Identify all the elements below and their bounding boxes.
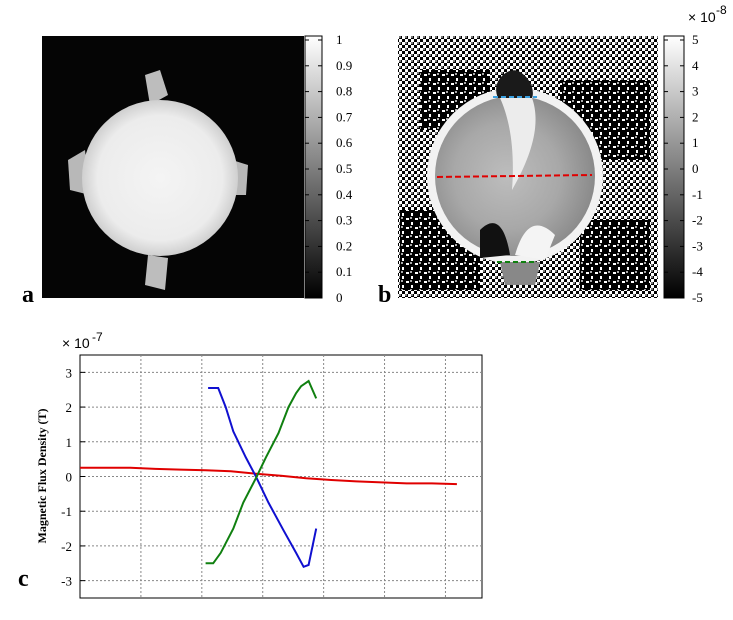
- colorbar-a-tick-label: 0.6: [336, 135, 353, 150]
- colorbar-a: [304, 35, 323, 299]
- colorbar-b-tick-label: 0: [692, 161, 699, 176]
- colorbar-a-tick-label: 0.7: [336, 109, 353, 124]
- colorbar-a-tick-label: 0: [336, 290, 343, 305]
- colorbar-b: [663, 35, 685, 299]
- colorbar-b-tick-label: 3: [692, 84, 699, 99]
- panel-label-a: a: [22, 282, 34, 308]
- y-tick-label: 2: [66, 400, 73, 415]
- colorbar-a-ticks: 1 0.9 0.8 0.7 0.6 0.5 0.4 0.3 0.2 0.1 0: [305, 32, 353, 305]
- colorbar-a-tick-label: 0.2: [336, 238, 352, 253]
- colorbar-b-tick-label: -5: [692, 290, 703, 305]
- colorbar-b-tick-label: -4: [692, 264, 703, 279]
- colorbar-a-tick-label: 1: [336, 32, 343, 47]
- colorbar-b-tick-label: 5: [692, 32, 699, 47]
- colorbar-b-tick-label: 1: [692, 135, 699, 150]
- colorbar-a-tick-label: 0.4: [336, 187, 353, 202]
- y-tick-label: -3: [61, 574, 72, 589]
- y-tick-label: -1: [61, 504, 72, 519]
- series-line-2: [205, 379, 318, 565]
- colorbar-b-multiplier: × 10: [688, 9, 716, 25]
- colorbar-b-tick-label: 4: [692, 58, 699, 73]
- y-tick-label: -2: [61, 539, 72, 554]
- panel-label-b: b: [378, 282, 392, 308]
- chart-multiplier-exp: -7: [92, 330, 103, 344]
- colorbar-b-tick-label: 2: [692, 109, 699, 124]
- colorbar-b-tick-label: -2: [692, 213, 703, 228]
- y-tick-label: 3: [66, 365, 73, 380]
- colorbar-a-tick-label: 0.1: [336, 264, 352, 279]
- chart-series: [80, 379, 457, 569]
- panel-label-c: c: [18, 566, 29, 592]
- y-axis-label: Magnetic Flux Density (T): [35, 409, 49, 544]
- y-axis-ticks: 3 2 1 0 -1 -2 -3: [61, 365, 85, 589]
- series-line-1: [208, 387, 318, 569]
- series-line-0: [80, 466, 457, 486]
- colorbar-a-tick-label: 0.5: [336, 161, 352, 176]
- colorbar-b-multiplier-exp: -8: [716, 3, 727, 17]
- colorbar-a-tick-label: 0.3: [336, 213, 352, 228]
- colorbar-b-tick-label: -1: [692, 187, 703, 202]
- image-b: [398, 36, 658, 298]
- colorbar-b-tick-label: -3: [692, 238, 703, 253]
- colorbar-a-tick-label: 0.8: [336, 84, 352, 99]
- colorbar-b-ticks: 5 4 3 2 1 0 -1 -2 -3 -4 -5: [664, 32, 703, 305]
- chart-multiplier: × 10: [62, 335, 90, 351]
- red-profile-line: [436, 174, 593, 178]
- y-tick-label: 1: [66, 435, 73, 450]
- y-tick-label: 0: [66, 470, 73, 485]
- image-a: [42, 36, 304, 298]
- chart-c: 3 2 1 0 -1 -2 -3 × 10 -7 Magnetic Flux Density…: [35, 330, 483, 599]
- colorbar-a-tick-label: 0.9: [336, 58, 352, 73]
